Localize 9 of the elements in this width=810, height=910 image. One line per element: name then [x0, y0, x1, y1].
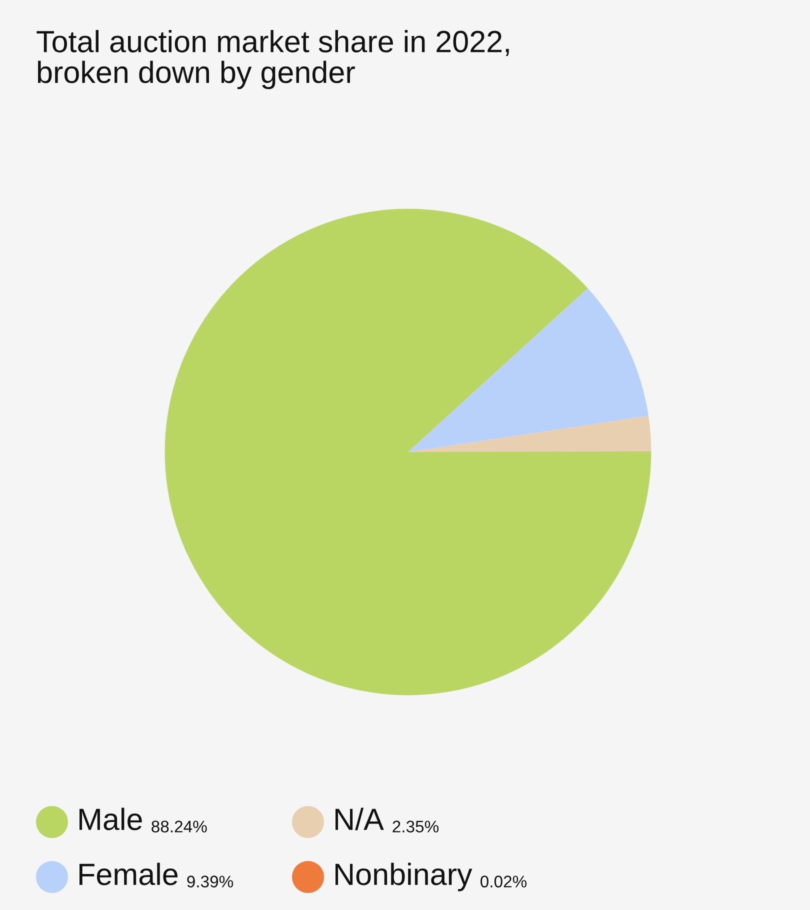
- data-label: 0.02%: [480, 876, 527, 888]
- legend-label: N/A: [336, 808, 384, 830]
- legend-label: Male: [80, 808, 142, 830]
- data-label: 2.35%: [392, 820, 439, 832]
- chart-title: Total auction market share in 2022, broken down by gender: [36, 30, 509, 90]
- data-label: 88.24%: [152, 820, 207, 832]
- data-label: 9.39%: [187, 876, 234, 888]
- legend-label: Nonbinary: [336, 862, 472, 892]
- legend-label: Female: [80, 862, 178, 886]
